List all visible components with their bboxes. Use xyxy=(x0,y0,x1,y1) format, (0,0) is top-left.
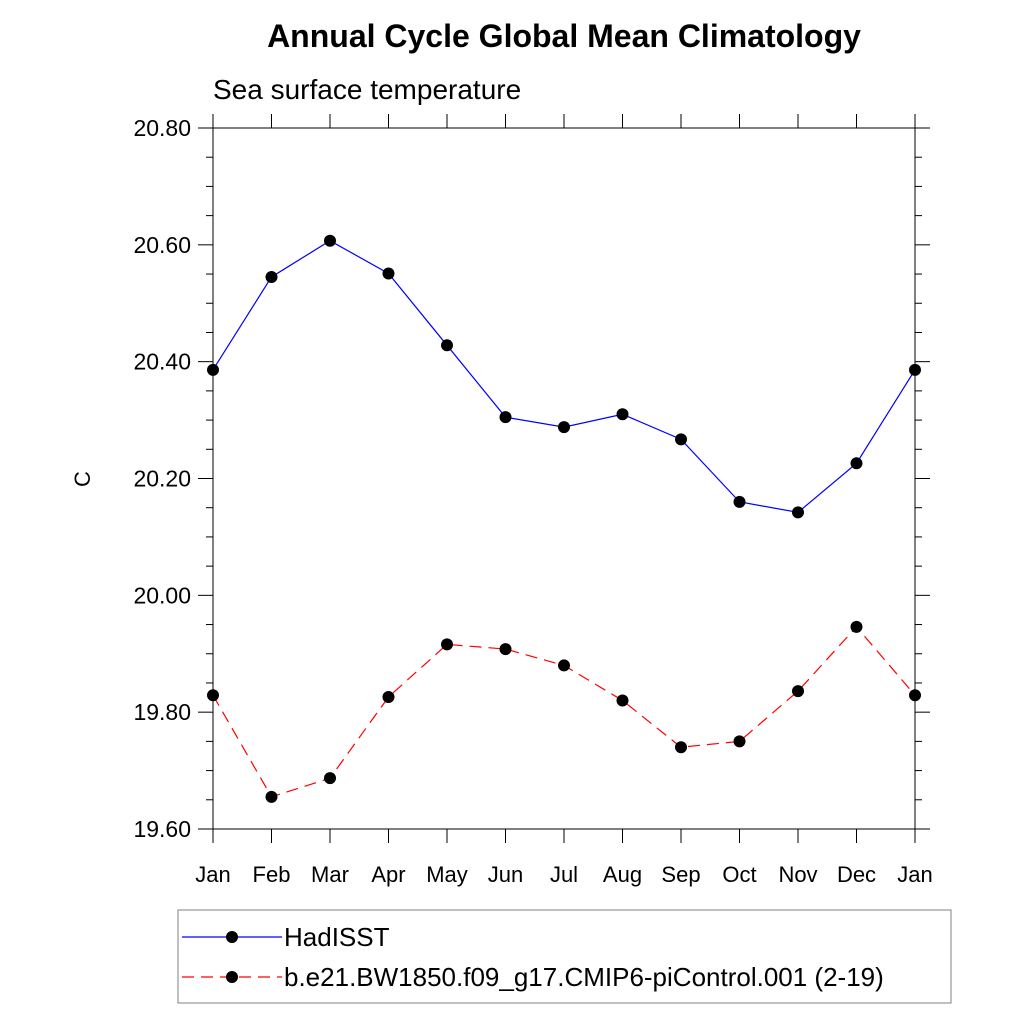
y-tick-label: 20.80 xyxy=(133,115,191,141)
data-point xyxy=(616,408,629,421)
x-tick-label: Mar xyxy=(311,862,349,887)
data-point xyxy=(850,457,863,470)
data-point xyxy=(441,339,453,352)
x-tick-label: Jan xyxy=(897,862,932,887)
data-point xyxy=(382,690,395,703)
chart-title: Annual Cycle Global Mean Climatology xyxy=(267,18,861,54)
data-point xyxy=(850,620,863,633)
x-tick-label: Jan xyxy=(195,862,230,887)
x-tick-label: May xyxy=(426,862,468,887)
data-point xyxy=(558,421,570,434)
data-point xyxy=(207,363,219,376)
series-line xyxy=(212,625,916,798)
y-tick-label: 19.60 xyxy=(133,816,191,842)
data-point xyxy=(909,363,921,376)
series-1 xyxy=(207,234,921,519)
x-tick-label: Dec xyxy=(837,862,876,887)
legend-item-1: HadISST xyxy=(182,922,390,952)
y-axis-label: C xyxy=(70,471,95,487)
data-point xyxy=(909,689,921,702)
data-point xyxy=(382,267,395,280)
data-point xyxy=(558,659,570,672)
x-tick-label: Feb xyxy=(253,862,291,887)
data-point xyxy=(324,772,336,785)
data-point xyxy=(616,694,629,707)
series-line xyxy=(212,240,916,514)
legend-box xyxy=(177,909,952,1004)
data-point xyxy=(207,689,219,702)
y-tick-label: 20.20 xyxy=(133,466,191,492)
data-point xyxy=(733,495,746,508)
y-tick-label: 20.40 xyxy=(133,349,191,375)
y-tick-label: 19.80 xyxy=(133,699,191,725)
x-tick-label: Oct xyxy=(722,862,756,887)
x-tick-label: Nov xyxy=(778,862,817,887)
data-point xyxy=(441,638,453,651)
data-point xyxy=(792,506,804,519)
chart-subtitle: Sea surface temperature xyxy=(213,74,521,105)
legend-item-2: b.e21.BW1850.f09_g17.CMIP6-piControl.001… xyxy=(182,962,884,992)
legend-marker xyxy=(226,931,238,943)
x-tick-label: Apr xyxy=(371,862,405,887)
y-tick-label: 20.00 xyxy=(133,582,191,608)
legend-marker xyxy=(226,971,238,983)
legend-label: HadISST xyxy=(284,922,390,952)
plot-axes: 19.60 19.80 20.00 20.20 20.40 20.60 20.80 Jan Fe… xyxy=(133,114,933,887)
legend-label: b.e21.BW1850.f09_g17.CMIP6-piControl.001… xyxy=(284,962,884,992)
x-tick-label: Jul xyxy=(550,862,578,887)
data-point xyxy=(265,270,278,283)
data-point xyxy=(324,234,336,247)
data-point xyxy=(499,643,512,656)
legend: HadISST b.e21.BW1850.f09_g17.CMIP6-piCont… xyxy=(182,922,884,992)
data-point xyxy=(792,685,804,698)
x-tick-label: Sep xyxy=(661,862,700,887)
data-point xyxy=(675,741,687,754)
series-2 xyxy=(207,620,921,803)
y-tick-label: 20.60 xyxy=(133,232,191,258)
data-point xyxy=(675,433,687,446)
x-tick-label: Jun xyxy=(488,862,523,887)
data-point xyxy=(733,735,746,748)
series-layer xyxy=(207,234,921,803)
plot-frame xyxy=(212,127,916,830)
data-point xyxy=(265,790,278,803)
x-tick-label: Aug xyxy=(603,862,642,887)
data-point xyxy=(499,411,512,424)
